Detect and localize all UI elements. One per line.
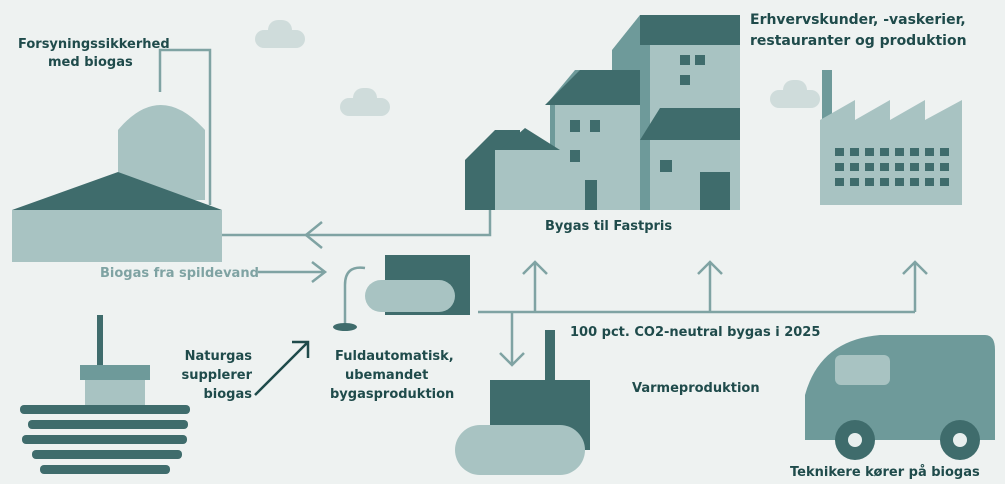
label: Biogas fra spildevand bbox=[100, 266, 259, 281]
label: Forsyningssikkerhed med biogas bbox=[18, 37, 170, 70]
gas-unit bbox=[333, 255, 470, 331]
label: Bygas til Fastpris bbox=[545, 219, 672, 234]
label: Teknikere kører på biogas bbox=[790, 465, 980, 480]
label-line: biogas bbox=[203, 387, 252, 402]
label-line: Forsyningssikkerhed bbox=[18, 37, 170, 52]
factory bbox=[820, 70, 962, 205]
label-line: Naturgas bbox=[185, 349, 253, 364]
label: Fuldautomatisk, ubemandet bygasproduktion bbox=[330, 349, 454, 402]
label-line: ubemandet bbox=[345, 368, 428, 383]
van bbox=[805, 335, 995, 460]
label: 100 pct. CO2-neutral bygas i 2025 bbox=[570, 325, 820, 340]
label-line: Erhvervskunder, -vaskerier, bbox=[750, 12, 966, 28]
label-line: med biogas bbox=[48, 55, 133, 70]
label-line: Fuldautomatisk, bbox=[335, 349, 454, 364]
heating-plant bbox=[455, 330, 590, 475]
label-line: bygasproduktion bbox=[330, 387, 454, 402]
biogas-plant bbox=[12, 50, 222, 262]
label: Naturgas supplerer biogas bbox=[181, 349, 252, 402]
houses bbox=[465, 15, 740, 210]
diagram: Forsyningssikkerhed med biogas Erhvervsku… bbox=[0, 0, 1005, 484]
label-line: restauranter og produktion bbox=[750, 33, 967, 49]
label-line: supplerer bbox=[181, 368, 252, 383]
label: Varmeproduktion bbox=[632, 381, 760, 396]
label: Erhvervskunder, -vaskerier, restauranter … bbox=[750, 12, 967, 49]
oil-rig bbox=[20, 315, 190, 474]
